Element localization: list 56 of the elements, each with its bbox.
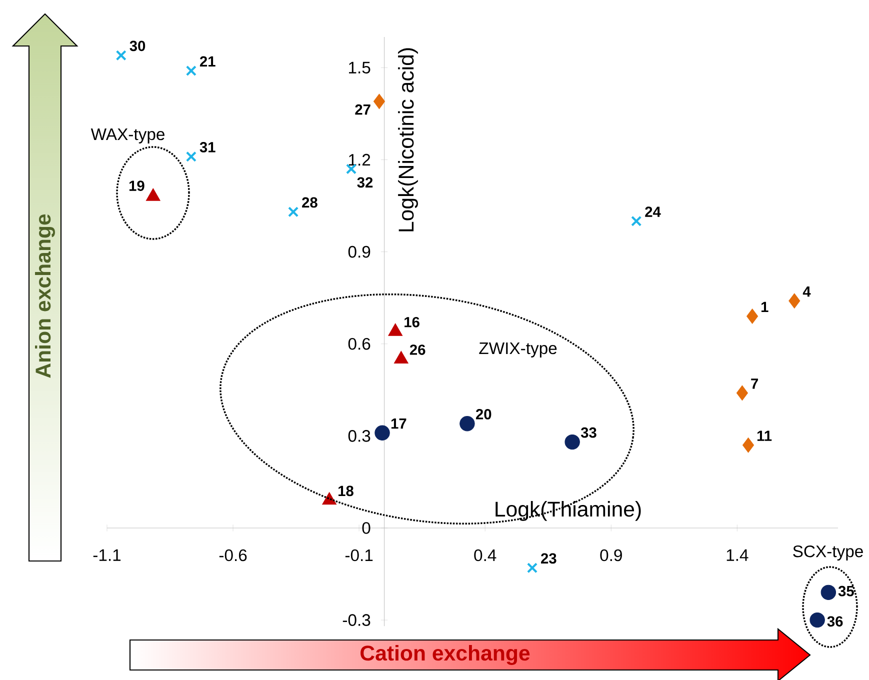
point — [736, 385, 748, 401]
point — [631, 216, 642, 226]
y-tick-label: 0 — [362, 522, 370, 534]
annotation: 24 — [645, 206, 661, 217]
point — [186, 151, 197, 162]
x-tick-label: 1.4 — [726, 549, 748, 561]
x-tick-label: 0.4 — [474, 549, 496, 562]
point — [374, 425, 390, 440]
point — [526, 562, 538, 574]
point — [373, 94, 386, 110]
annotation: 30 — [130, 40, 146, 52]
y-tick-label: 0.3 — [348, 430, 370, 442]
y-tick-label: 0.9 — [348, 246, 370, 258]
annotation: 23 — [541, 553, 556, 564]
point — [186, 65, 197, 76]
x-tick-label: 0.9 — [600, 549, 622, 562]
text: Anion exchange — [35, 214, 55, 378]
annotation: 18 — [338, 486, 354, 496]
annotation: 20 — [476, 409, 492, 420]
annotation: 17 — [391, 418, 406, 429]
annotation: 26 — [410, 344, 426, 355]
point — [820, 584, 836, 600]
annotation: 32 — [357, 177, 373, 188]
y-axis-title: Logk(Nicotinic acid) — [398, 48, 418, 232]
annotation: 35 — [838, 586, 854, 596]
annotation: 19 — [129, 180, 144, 191]
annotation: 27 — [355, 104, 370, 115]
point — [788, 293, 800, 308]
x-tick-label: -0.6 — [219, 549, 247, 562]
annotation: 4 — [802, 286, 811, 297]
point — [460, 416, 475, 432]
x-tick-label: -0.1 — [345, 549, 373, 562]
y-tick-label: 1.2 — [349, 154, 370, 166]
annotation: 31 — [200, 142, 216, 152]
annotation: 28 — [302, 197, 318, 208]
annotation: 7 — [751, 378, 758, 389]
annotation: SCX-type — [793, 545, 863, 561]
annotation: 1 — [761, 302, 768, 312]
point — [742, 438, 754, 453]
x-tick-label: -1.1 — [93, 549, 121, 561]
annotation: 33 — [580, 427, 596, 438]
y-tick-label: 0.6 — [348, 338, 370, 350]
point — [810, 612, 825, 628]
text: Cation exchange — [360, 645, 530, 665]
y-tick-label: -0.3 — [342, 614, 370, 626]
point — [116, 50, 126, 61]
annotation: 36 — [827, 616, 843, 627]
point — [288, 206, 299, 218]
annotation: WAX-type — [90, 128, 164, 144]
annotation: ZWIX-type — [479, 342, 557, 358]
annotation: 11 — [757, 430, 772, 441]
point — [564, 434, 580, 450]
annotation: 16 — [404, 316, 420, 328]
y-tick-label: 1.5 — [349, 62, 370, 74]
annotation: 21 — [200, 56, 216, 66]
point — [746, 308, 758, 324]
